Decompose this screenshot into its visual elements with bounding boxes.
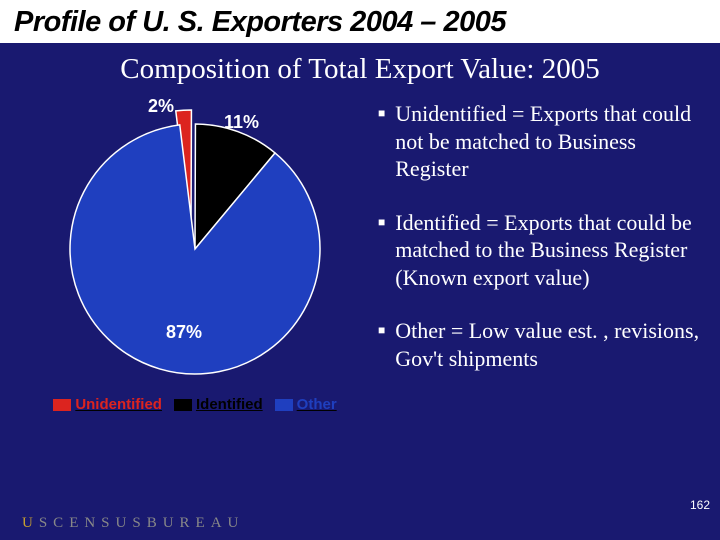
- bullet-0: ■Unidentified = Exports that could not b…: [378, 100, 700, 183]
- chart-legend: Unidentified Identified Other: [53, 396, 336, 413]
- footer-u: U: [22, 515, 39, 531]
- footer-rest: SCENSUSBUREAU: [39, 515, 245, 531]
- legend-item-other: Other: [275, 396, 337, 413]
- slice-label-other: 87%: [166, 322, 202, 343]
- bullet-text: Other = Low value est. , revisions, Gov'…: [395, 317, 700, 372]
- chart-column: 2% 11% 87% Unidentified Identified Other: [30, 94, 360, 413]
- bullet-marker-icon: ■: [378, 215, 385, 292]
- footer-logo: USCENSUSBUREAU: [22, 515, 244, 532]
- bullet-2: ■Other = Low value est. , revisions, Gov…: [378, 317, 700, 372]
- bullet-text: Identified = Exports that could be match…: [395, 209, 700, 292]
- pie-chart: 2% 11% 87%: [50, 94, 340, 384]
- page-number: 162: [690, 498, 710, 512]
- legend-label: Other: [297, 396, 337, 413]
- legend-item-unidentified: Unidentified: [53, 396, 162, 413]
- legend-label: Unidentified: [75, 396, 162, 413]
- legend-swatch: [174, 399, 192, 411]
- title-band: Profile of U. S. Exporters 2004 – 2005: [0, 0, 720, 43]
- legend-swatch: [275, 399, 293, 411]
- legend-label: Identified: [196, 396, 263, 413]
- bullet-list: ■Unidentified = Exports that could not b…: [360, 94, 700, 413]
- legend-item-identified: Identified: [174, 396, 263, 413]
- slice-label-unidentified: 2%: [148, 96, 174, 117]
- bullet-text: Unidentified = Exports that could not be…: [395, 100, 700, 183]
- slide-subtitle: Composition of Total Export Value: 2005: [0, 53, 720, 86]
- bullet-1: ■Identified = Exports that could be matc…: [378, 209, 700, 292]
- content-row: 2%11%87% UnidentifiedIdentifiedOther ■Un…: [0, 94, 720, 413]
- legend-swatch: [53, 399, 71, 411]
- bullet-marker-icon: ■: [378, 323, 385, 372]
- bullet-marker-icon: ■: [378, 106, 385, 183]
- slide-title: Profile of U. S. Exporters 2004 – 2005: [14, 6, 706, 39]
- slice-label-identified: 11%: [224, 112, 259, 133]
